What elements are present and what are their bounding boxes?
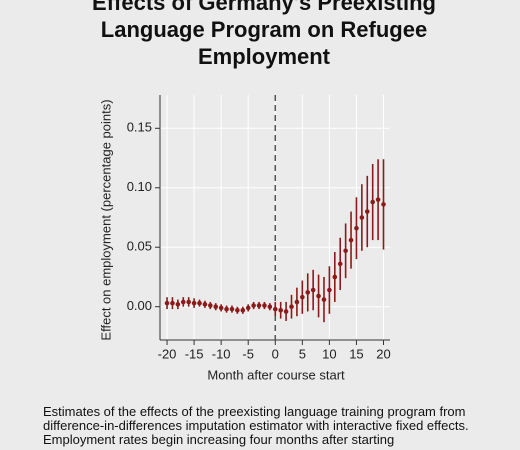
point [278, 307, 283, 313]
point [337, 261, 343, 267]
point [164, 300, 170, 306]
point [370, 199, 375, 205]
x-tick-label: 5 [299, 346, 306, 361]
point [197, 300, 202, 306]
x-tick-label: 20 [376, 346, 390, 361]
point [343, 248, 348, 254]
point [218, 305, 224, 311]
point [202, 302, 208, 307]
point [316, 293, 321, 299]
point [224, 306, 229, 312]
point [364, 209, 370, 214]
point [262, 303, 267, 308]
point [213, 304, 219, 309]
point [289, 304, 294, 309]
point [348, 237, 354, 243]
point [240, 307, 246, 313]
point [170, 300, 175, 306]
point [256, 303, 262, 308]
chart: Month after course start Effect on emplo… [98, 95, 391, 382]
point [186, 299, 191, 305]
y-axis-label: Effect on employment (percentage points) [98, 99, 113, 340]
point [375, 197, 381, 202]
point [381, 202, 386, 207]
x-tick-label: 10 [322, 346, 336, 361]
point [245, 305, 251, 311]
x-tick-label: 15 [349, 346, 363, 361]
point [283, 309, 289, 314]
point [272, 306, 278, 312]
point [332, 274, 338, 280]
point [327, 287, 332, 293]
y-tick-label: 0.15 [127, 120, 152, 135]
point [321, 297, 327, 302]
point [175, 302, 181, 307]
point [359, 215, 365, 220]
point [267, 304, 273, 309]
point [251, 303, 256, 308]
x-tick-label: 0 [272, 346, 279, 361]
chart-title: Effects of Germany's Preexisting Languag… [92, 0, 436, 69]
x-tick-label: -20 [158, 346, 177, 361]
point [300, 294, 305, 300]
y-tick-label: 0.05 [127, 239, 152, 254]
x-tick-label: -5 [242, 346, 254, 361]
y-tick-label: 0.10 [127, 179, 152, 194]
caption: Estimates of the effects of the preexist… [43, 404, 469, 447]
point [354, 225, 359, 231]
point [235, 307, 240, 313]
point [294, 299, 300, 305]
point [310, 287, 316, 293]
x-axis-label: Month after course start [207, 367, 345, 382]
point [305, 290, 311, 295]
y-tick-label: 0.00 [127, 298, 152, 313]
point [229, 306, 235, 312]
point [191, 300, 197, 306]
x-tick-label: -15 [185, 346, 204, 361]
x-tick-label: -10 [212, 346, 231, 361]
point [180, 299, 186, 305]
point [208, 303, 213, 308]
